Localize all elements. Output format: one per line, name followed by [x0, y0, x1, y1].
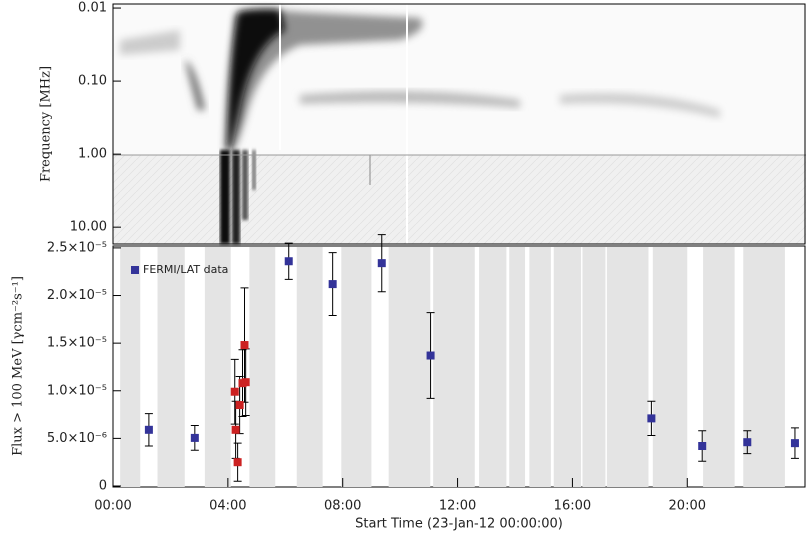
y-tick-label: 10.00 [70, 220, 107, 235]
shaded-interval [249, 247, 276, 487]
y-tick-label: 0 [99, 479, 107, 494]
shaded-interval [341, 247, 372, 487]
data-point [790, 439, 799, 448]
x-axis-title: Start Time (23-Jan-12 00:00:00) [355, 517, 563, 532]
shaded-interval [479, 247, 507, 487]
shaded-interval [743, 247, 785, 487]
x-tick-label: 20:00 [669, 499, 706, 514]
shaded-interval [606, 247, 649, 487]
y-tick-label: 2.5×10⁻⁵ [47, 240, 107, 255]
y-tick-label: 1.00 [78, 147, 107, 162]
data-point [144, 425, 153, 434]
shaded-interval [157, 247, 185, 487]
data-point [698, 442, 707, 450]
y-axis-title: Flux > 100 MeV [γcm⁻²s⁻¹] [11, 276, 26, 456]
shaded-interval [388, 247, 431, 487]
plot-frame [112, 3, 806, 245]
data-point [647, 414, 656, 423]
y-tick-label: 1.0×10⁻⁵ [47, 383, 107, 398]
shaded-interval [120, 247, 141, 487]
y-axis-title: Frequency [MHz] [39, 66, 54, 182]
data-point [241, 378, 250, 387]
x-tick-label: 12:00 [439, 499, 476, 514]
data-point [190, 433, 199, 442]
y-tick-label: 0.01 [78, 1, 107, 16]
data-point [284, 257, 293, 266]
data-point [377, 259, 386, 268]
spectrogram-image [113, 4, 806, 244]
y-tick-label: 2.0×10⁻⁵ [47, 288, 107, 303]
shaded-interval [509, 247, 526, 487]
shaded-interval [582, 247, 606, 487]
data-point [231, 425, 240, 434]
data-point [240, 341, 249, 350]
x-tick-label: 00:00 [94, 499, 131, 514]
shaded-interval [652, 247, 688, 487]
shaded-interval [553, 247, 582, 487]
legend-label: FERMI/LAT data [143, 263, 228, 276]
data-point [230, 387, 239, 396]
y-tick-label: 1.5×10⁻⁵ [47, 336, 107, 351]
data-point [743, 438, 752, 447]
shaded-interval [529, 247, 551, 487]
x-tick-label: 04:00 [209, 499, 246, 514]
data-point [328, 280, 337, 289]
shaded-interval [433, 247, 475, 487]
x-tick-label: 08:00 [324, 499, 361, 514]
shaded-interval [204, 247, 231, 487]
x-tick-label: 16:00 [554, 499, 591, 514]
legend-marker [131, 266, 139, 274]
y-tick-label: 0.10 [78, 74, 107, 89]
y-tick-label: 5.0×10⁻⁶ [47, 431, 107, 446]
shaded-interval [296, 247, 323, 487]
shaded-interval [703, 247, 735, 487]
data-point [235, 401, 244, 410]
data-point [233, 458, 242, 467]
data-point [426, 351, 435, 360]
